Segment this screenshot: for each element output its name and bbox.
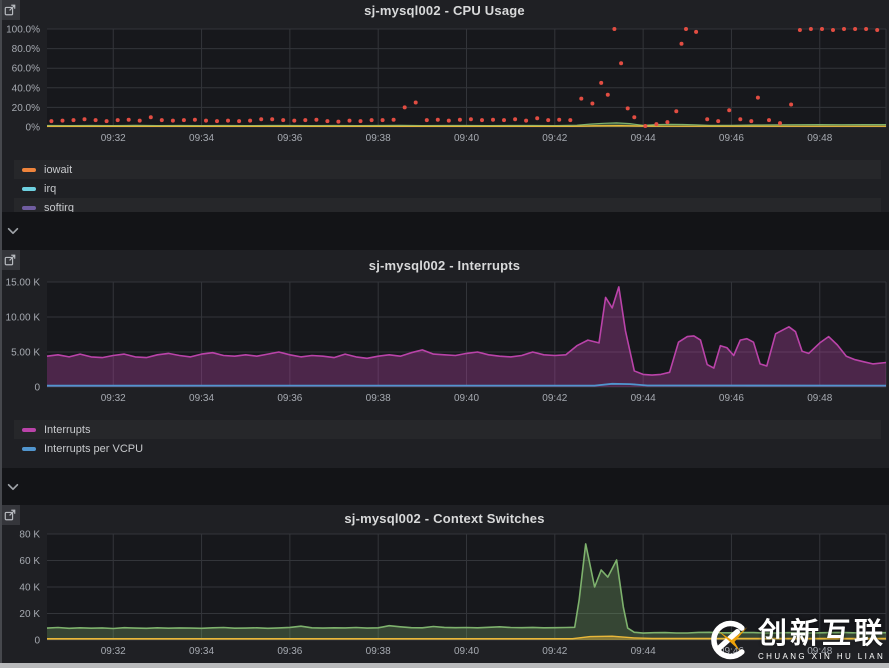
context-switches-chart[interactable]: 09:32 09:34 09:36 09:38 09:40 09:42 09:44 09:46… [0,505,889,668]
y-tick-label: 10.00 K [6,313,41,324]
chuangxin-logo-icon [711,620,748,660]
panel-context-switches: sj-mysql002 - Context Switches 09:32 09:3… [0,505,889,668]
legend-color-marker [22,427,36,432]
watermark: 创新互联 CHUANG XIN HU LIAN [707,618,886,662]
row-collapse-bar[interactable] [0,468,889,505]
y-tick-label: 20.0% [12,103,40,114]
cpu-usage-chart[interactable]: 09:32 09:34 09:36 09:38 09:40 09:42 09:44 09:46… [0,0,889,150]
y-tick-label: 100.0% [6,25,40,36]
x-tick-label: 09:42 [542,393,567,404]
y-tick-label: 60 K [19,556,40,567]
x-tick-label: 09:38 [366,133,391,144]
x-tick-label: 09:36 [277,133,302,144]
x-tick-label: 09:44 [631,393,656,404]
external-link-icon[interactable] [0,0,20,20]
panel-cpu-usage: sj-mysql002 - CPU Usage 09:32 09:34 09:36 0… [0,0,889,212]
x-tick-label: 09:32 [101,133,126,144]
legend-label: Interrupts [44,423,91,436]
x-tick-label: 09:34 [189,646,214,657]
legend-item-softirq[interactable]: softirq [14,198,881,212]
y-tick-label: 40 K [19,583,40,594]
x-tick-label: 09:48 [807,646,832,657]
cpu-usage-legend: iowait irq softirq [14,160,881,212]
series-context-switches-yellow [47,635,887,640]
interrupts-legend: Interrupts Interrupts per VCPU [14,420,881,458]
y-tick-label: 0% [26,123,41,134]
x-tick-label: 09:46 [719,646,744,657]
legend-label: irq [44,182,57,195]
screenshot-left-edge [0,0,2,668]
x-tick-label: 09:48 [807,393,832,404]
legend-item-interrupts-per-vcpu[interactable]: Interrupts per VCPU [14,439,881,458]
y-tick-label: 80 K [19,530,40,541]
x-tick-label: 09:42 [542,133,567,144]
x-tick-label: 09:40 [454,646,479,657]
y-tick-label: 15.00 K [6,278,41,289]
x-tick-label: 09:36 [277,646,302,657]
y-tick-label: 40.0% [12,83,40,94]
x-tick-label: 09:44 [631,646,656,657]
y-tick-label: 0 [34,383,40,394]
external-link-glyph [4,509,16,521]
legend-label: softirq [44,201,74,213]
x-tick-label: 09:46 [719,133,744,144]
interrupts-chart[interactable]: 09:32 09:34 09:36 09:38 09:40 09:42 09:44 09:46… [0,250,889,412]
screenshot-bottom-edge [0,663,889,668]
x-tick-label: 09:46 [719,393,744,404]
legend-color-marker [22,446,36,451]
legend-label: Interrupts per VCPU [44,442,144,455]
x-tick-label: 09:38 [366,646,391,657]
legend-label: iowait [44,163,73,176]
legend-color-marker [22,205,36,210]
row-collapse-bar[interactable] [0,212,889,250]
panel-interrupts: sj-mysql002 - Interrupts 09:32 09:34 09:36… [0,250,889,468]
x-tick-label: 09:34 [189,133,214,144]
y-tick-label: 0 [34,636,40,647]
y-tick-label: 80.0% [12,44,40,55]
x-tick-label: 09:40 [454,393,479,404]
x-tick-label: 09:32 [101,393,126,404]
legend-color-marker [22,186,36,191]
series-interrupts [46,286,887,387]
external-link-glyph [4,4,16,16]
y-tick-label: 20 K [19,609,40,620]
x-tick-label: 09:34 [189,393,214,404]
panel-title[interactable]: sj-mysql002 - Interrupts [368,258,521,273]
legend-item-iowait[interactable]: iowait [14,160,881,179]
x-tick-label: 09:40 [454,133,479,144]
panel-title[interactable]: sj-mysql002 - Context Switches [344,511,545,526]
watermark-en-text: CHUANG XIN HU LIAN [757,651,886,661]
chevron-down-icon [7,227,19,235]
external-link-glyph [4,254,16,266]
x-tick-label: 09:32 [101,646,126,657]
chevron-down-icon [7,483,19,490]
x-tick-label: 09:48 [807,133,832,144]
legend-item-interrupts[interactable]: Interrupts [14,420,881,439]
series-interrupts-per-vcpu [46,382,887,387]
legend-item-irq[interactable]: irq [14,179,881,198]
external-link-icon[interactable] [0,505,20,525]
legend-color-marker [22,167,36,172]
panel-title[interactable]: sj-mysql002 - CPU Usage [364,3,525,18]
watermark-cn-text: 创新互联 [757,617,886,650]
external-link-icon[interactable] [0,250,20,270]
y-tick-label: 60.0% [12,64,40,75]
y-tick-label: 5.00 K [11,348,40,359]
x-tick-label: 09:42 [542,646,567,657]
x-tick-label: 09:44 [631,133,656,144]
series-cpu-usage-area-yellow [47,124,886,127]
series-cpu-usage-points-red [49,27,880,128]
x-tick-label: 09:38 [366,393,391,404]
x-tick-label: 09:36 [277,393,302,404]
